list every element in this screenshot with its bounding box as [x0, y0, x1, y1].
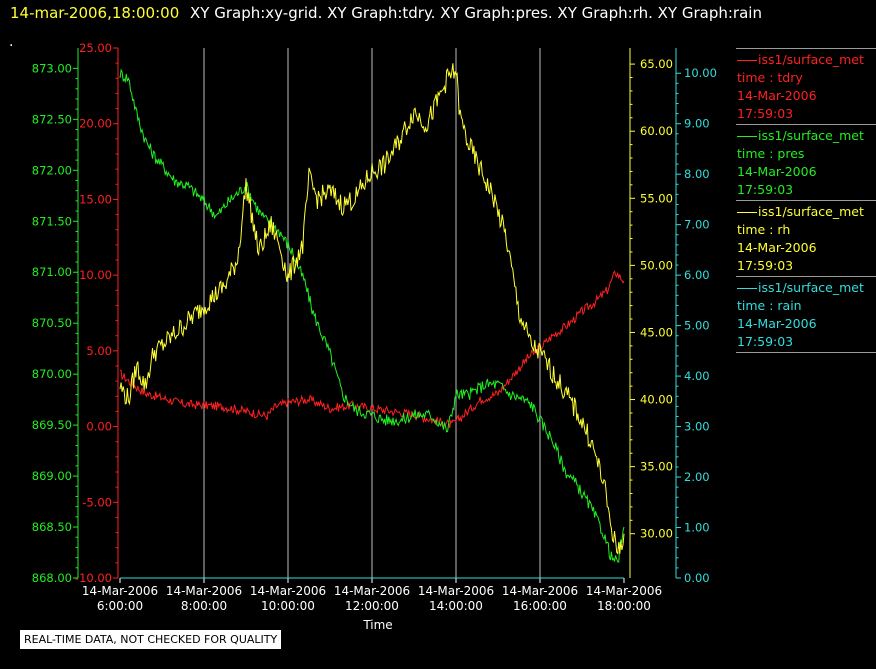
legend-source-text: iss1/surface_met: [758, 280, 864, 295]
window-title: 14-mar-2006,18:00:00 XY Graph:xy-grid. X…: [10, 4, 762, 22]
y-tick-label-rh: 65.00: [640, 57, 673, 71]
y-tick-label-rain: 4.00: [684, 369, 710, 383]
legend-entry-rain: iss1/surface_met time : rain 14-Mar-2006…: [736, 276, 876, 353]
y-tick-label-rain: 7.00: [684, 218, 710, 232]
x-tick-label: 14-Mar-2006 16:00:00: [502, 584, 578, 613]
legend-line-swatch: [737, 136, 757, 137]
legend-date: 14-Mar-2006: [737, 88, 817, 103]
series-layer: [119, 63, 625, 579]
y-tick-label-rh: 50.00: [640, 258, 673, 272]
legend-var: time : rain: [737, 298, 802, 313]
y-tick-label-pres: 868.00: [32, 571, 72, 585]
legend-entry-pres: iss1/surface_met time : pres 14-Mar-2006…: [736, 124, 876, 200]
y-tick-label-pres: 870.00: [32, 367, 72, 381]
legend-var: time : tdry: [737, 70, 803, 85]
axes-layer: -10.00 -5.00 0.00 5.00 10.00 15.00 20.00 25.00 8…: [32, 41, 717, 585]
x-axis-label: Time: [362, 618, 392, 632]
y-tick-label-rain: 2.00: [684, 470, 710, 484]
legend-var: time : rh: [737, 222, 791, 237]
y-tick-label-pres: 871.00: [32, 265, 72, 279]
legend-source: iss1/surface_met: [737, 51, 876, 69]
x-tick-label: 14-Mar-2006 10:00:00: [250, 584, 326, 613]
y-tick-label-pres: 869.00: [32, 469, 72, 483]
legend-source-text: iss1/surface_met: [758, 52, 864, 67]
legend-source: iss1/surface_met: [737, 203, 876, 221]
legend-date: 14-Mar-2006: [737, 316, 817, 331]
grid-layer: [203, 48, 541, 578]
y-tick-label-tdry: -5.00: [82, 495, 112, 509]
legend-time: 17:59:03: [737, 182, 794, 197]
y-tick-label-pres: 872.50: [32, 112, 72, 126]
y-tick-label-pres: 868.50: [32, 520, 72, 534]
y-tick-label-tdry: 10.00: [79, 268, 112, 282]
y-tick-label-rain: 6.00: [684, 268, 710, 282]
series-line-pres: [119, 68, 625, 563]
y-tick-label-rain: 5.00: [684, 319, 710, 333]
y-tick-label-rain: 9.00: [684, 117, 710, 131]
legend-time: 17:59:03: [737, 258, 794, 273]
y-tick-label-rain: 1.00: [684, 521, 710, 535]
legend-line-swatch: [737, 288, 757, 289]
y-tick-label-pres: 873.00: [32, 61, 72, 75]
y-tick-label-pres: 871.50: [32, 214, 72, 228]
quality-disclaimer: REAL-TIME DATA, NOT CHECKED FOR QUALITY: [20, 630, 282, 649]
x-tick-label: 14-Mar-2006 14:00:00: [418, 584, 494, 613]
title-date: 14-mar-2006,18:00:00: [10, 4, 180, 22]
legend-date: 14-Mar-2006: [737, 240, 817, 255]
series-line-rh: [119, 63, 625, 555]
x-tick-label: 14-Mar-2006 18:00:00: [586, 584, 662, 613]
y-tick-label-rain: 0.00: [684, 571, 710, 585]
legend: iss1/surface_met time : tdry 14-Mar-2006…: [736, 48, 876, 353]
x-tick-label: 14-Mar-2006 8:00:00: [166, 584, 242, 613]
y-tick-label-rain: 10.00: [684, 66, 717, 80]
y-tick-label-pres: 869.50: [32, 418, 72, 432]
y-tick-label-rain: 8.00: [684, 167, 710, 181]
y-tick-label-rh: 40.00: [640, 393, 673, 407]
x-tick-labels: 14-Mar-2006 6:00:00 14-Mar-2006 8:00:00 14-M…: [82, 584, 662, 613]
y-tick-label-tdry: 25.00: [79, 41, 112, 55]
y-tick-label-rain: 3.00: [684, 420, 710, 434]
y-tick-label-rh: 35.00: [640, 460, 673, 474]
x-tick-label: 14-Mar-2006 6:00:00: [82, 584, 158, 613]
legend-date: 14-Mar-2006: [737, 164, 817, 179]
y-tick-label-tdry: -10.00: [75, 571, 112, 585]
x-tick-label: 14-Mar-2006 12:00:00: [334, 584, 410, 613]
legend-source-text: iss1/surface_met: [758, 204, 864, 219]
legend-time: 17:59:03: [737, 334, 794, 349]
legend-var: time : pres: [737, 146, 805, 161]
y-tick-label-tdry: 5.00: [86, 344, 112, 358]
legend-source-text: iss1/surface_met: [758, 128, 864, 143]
y-tick-label-rh: 30.00: [640, 527, 673, 541]
legend-entry-rh: iss1/surface_met time : rh 14-Mar-2006 1…: [736, 200, 876, 276]
y-tick-label-rh: 60.00: [640, 124, 673, 138]
legend-line-swatch: [737, 60, 757, 61]
title-dot: .: [9, 34, 14, 50]
legend-source: iss1/surface_met: [737, 127, 876, 145]
y-tick-label-tdry: 20.00: [79, 117, 112, 131]
legend-entry-tdry: iss1/surface_met time : tdry 14-Mar-2006…: [736, 48, 876, 124]
y-tick-label-tdry: 0.00: [86, 420, 112, 434]
y-tick-label-pres: 872.00: [32, 163, 72, 177]
legend-time: 17:59:03: [737, 106, 794, 121]
y-tick-label-rh: 55.00: [640, 191, 673, 205]
legend-line-swatch: [737, 212, 757, 213]
y-tick-label-pres: 870.50: [32, 316, 72, 330]
legend-source: iss1/surface_met: [737, 279, 876, 297]
y-tick-label-tdry: 15.00: [79, 192, 112, 206]
y-tick-label-rh: 45.00: [640, 325, 673, 339]
title-graph-list: XY Graph:xy-grid. XY Graph:tdry. XY Grap…: [190, 4, 762, 22]
